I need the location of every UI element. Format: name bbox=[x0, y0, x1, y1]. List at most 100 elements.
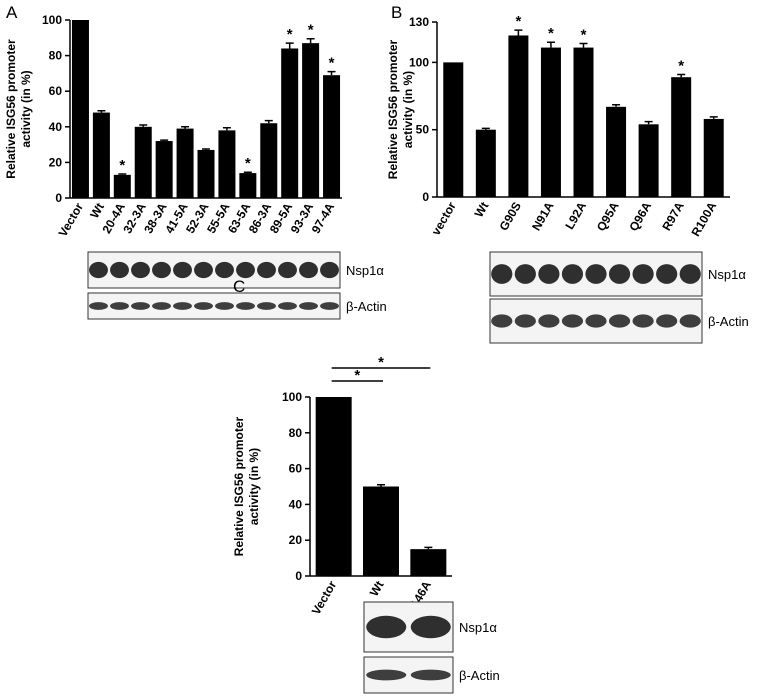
blot-band bbox=[656, 314, 678, 328]
significance-star: * bbox=[245, 155, 251, 172]
bar bbox=[302, 43, 320, 198]
x-tick-label: Wt bbox=[367, 579, 387, 599]
significance-star: * bbox=[287, 26, 293, 43]
blot-band bbox=[679, 264, 701, 284]
error-bar bbox=[546, 41, 555, 48]
blot-band bbox=[491, 314, 513, 328]
x-tick-label: L92A bbox=[562, 199, 589, 232]
blot-band bbox=[152, 261, 171, 279]
blot-band bbox=[632, 314, 654, 328]
error-bar bbox=[118, 173, 127, 175]
significance-star: * bbox=[548, 25, 554, 42]
error-bar bbox=[481, 127, 490, 130]
bar bbox=[197, 149, 215, 198]
blot-label: Nsp1α bbox=[459, 620, 497, 635]
y-axis-label: activity (in %) bbox=[247, 448, 261, 525]
x-tick-label: 97-4A bbox=[309, 200, 338, 236]
blot-band bbox=[236, 302, 255, 310]
x-tick-label: G90S bbox=[497, 200, 524, 234]
blot-band bbox=[608, 264, 631, 284]
error-bar bbox=[709, 116, 718, 119]
bar bbox=[410, 549, 447, 576]
blot-band bbox=[194, 302, 213, 310]
blot-frame bbox=[87, 292, 341, 320]
error-bar bbox=[160, 139, 169, 142]
y-tick-label: 0 bbox=[295, 569, 302, 583]
blot-label: Nsp1α bbox=[346, 263, 384, 278]
blot-band bbox=[257, 302, 276, 310]
blot-band bbox=[561, 314, 584, 328]
y-axis-label: Relative ISG56 promoter bbox=[386, 39, 400, 179]
error-bar bbox=[285, 42, 294, 49]
error-bar bbox=[579, 42, 588, 48]
y-tick-label: 100 bbox=[409, 55, 429, 69]
x-tick-label: vector bbox=[429, 199, 459, 237]
blot-band bbox=[514, 264, 536, 284]
x-tick-label: Vector bbox=[309, 578, 340, 617]
significance-star: * bbox=[308, 22, 314, 39]
error-bar bbox=[97, 110, 106, 113]
blot-band bbox=[366, 669, 407, 681]
y-axis-label: Relative ISG56 promoter bbox=[4, 39, 18, 179]
y-tick-label: 40 bbox=[49, 120, 63, 134]
bar bbox=[540, 47, 561, 198]
blot-band bbox=[320, 261, 339, 279]
blot-band bbox=[110, 302, 129, 310]
x-tick-label: R100A bbox=[689, 199, 720, 239]
error-bar bbox=[327, 70, 336, 76]
blot-band bbox=[585, 264, 607, 284]
blot-band bbox=[410, 615, 451, 639]
bar bbox=[703, 118, 724, 197]
bar bbox=[239, 173, 257, 198]
significance-star: * bbox=[581, 27, 587, 44]
blot-band bbox=[656, 264, 678, 284]
error-bar bbox=[264, 119, 273, 124]
error-bar bbox=[424, 546, 433, 550]
y-tick-label: 80 bbox=[289, 426, 303, 440]
blot-band bbox=[278, 261, 297, 279]
bar bbox=[671, 77, 692, 197]
blot-band bbox=[299, 261, 318, 279]
error-bar bbox=[202, 148, 210, 150]
error-bar bbox=[139, 124, 148, 127]
blot-label: Nsp1α bbox=[708, 267, 746, 282]
significance-star: * bbox=[678, 58, 684, 75]
bar bbox=[573, 47, 594, 198]
blot-band bbox=[194, 261, 213, 279]
blot-band bbox=[236, 261, 255, 279]
blot-frame bbox=[87, 251, 341, 289]
significance-star: * bbox=[119, 157, 125, 174]
blot-band bbox=[131, 302, 150, 310]
x-tick-label: Wt bbox=[87, 201, 107, 221]
error-bar bbox=[377, 483, 385, 487]
blot-band bbox=[152, 302, 171, 310]
bar bbox=[260, 123, 278, 198]
x-tick-label: Wt bbox=[472, 200, 492, 220]
blot-band bbox=[608, 314, 631, 328]
y-tick-label: 50 bbox=[416, 123, 430, 137]
panel-letter: B bbox=[391, 3, 402, 22]
significance-star: * bbox=[515, 13, 521, 30]
y-tick-label: 60 bbox=[289, 462, 303, 476]
y-tick-label: 40 bbox=[289, 497, 303, 511]
error-bar bbox=[243, 171, 252, 174]
error-bar bbox=[514, 29, 523, 36]
panel-letter: A bbox=[6, 3, 18, 22]
y-tick-label: 60 bbox=[49, 84, 63, 98]
y-axis-label: activity (in %) bbox=[401, 71, 415, 148]
blot-band bbox=[89, 261, 108, 279]
blot-band bbox=[173, 261, 192, 279]
blot-band bbox=[89, 302, 108, 310]
x-tick-label: N91A bbox=[529, 199, 557, 233]
blot-band bbox=[366, 615, 407, 639]
bar bbox=[323, 75, 341, 198]
error-bar bbox=[612, 104, 621, 107]
bar bbox=[363, 486, 399, 576]
y-tick-label: 100 bbox=[282, 390, 302, 404]
y-axis-label: activity (in %) bbox=[19, 70, 33, 147]
bar bbox=[315, 397, 352, 576]
blot-band bbox=[278, 302, 297, 310]
significance-star: * bbox=[329, 55, 335, 72]
